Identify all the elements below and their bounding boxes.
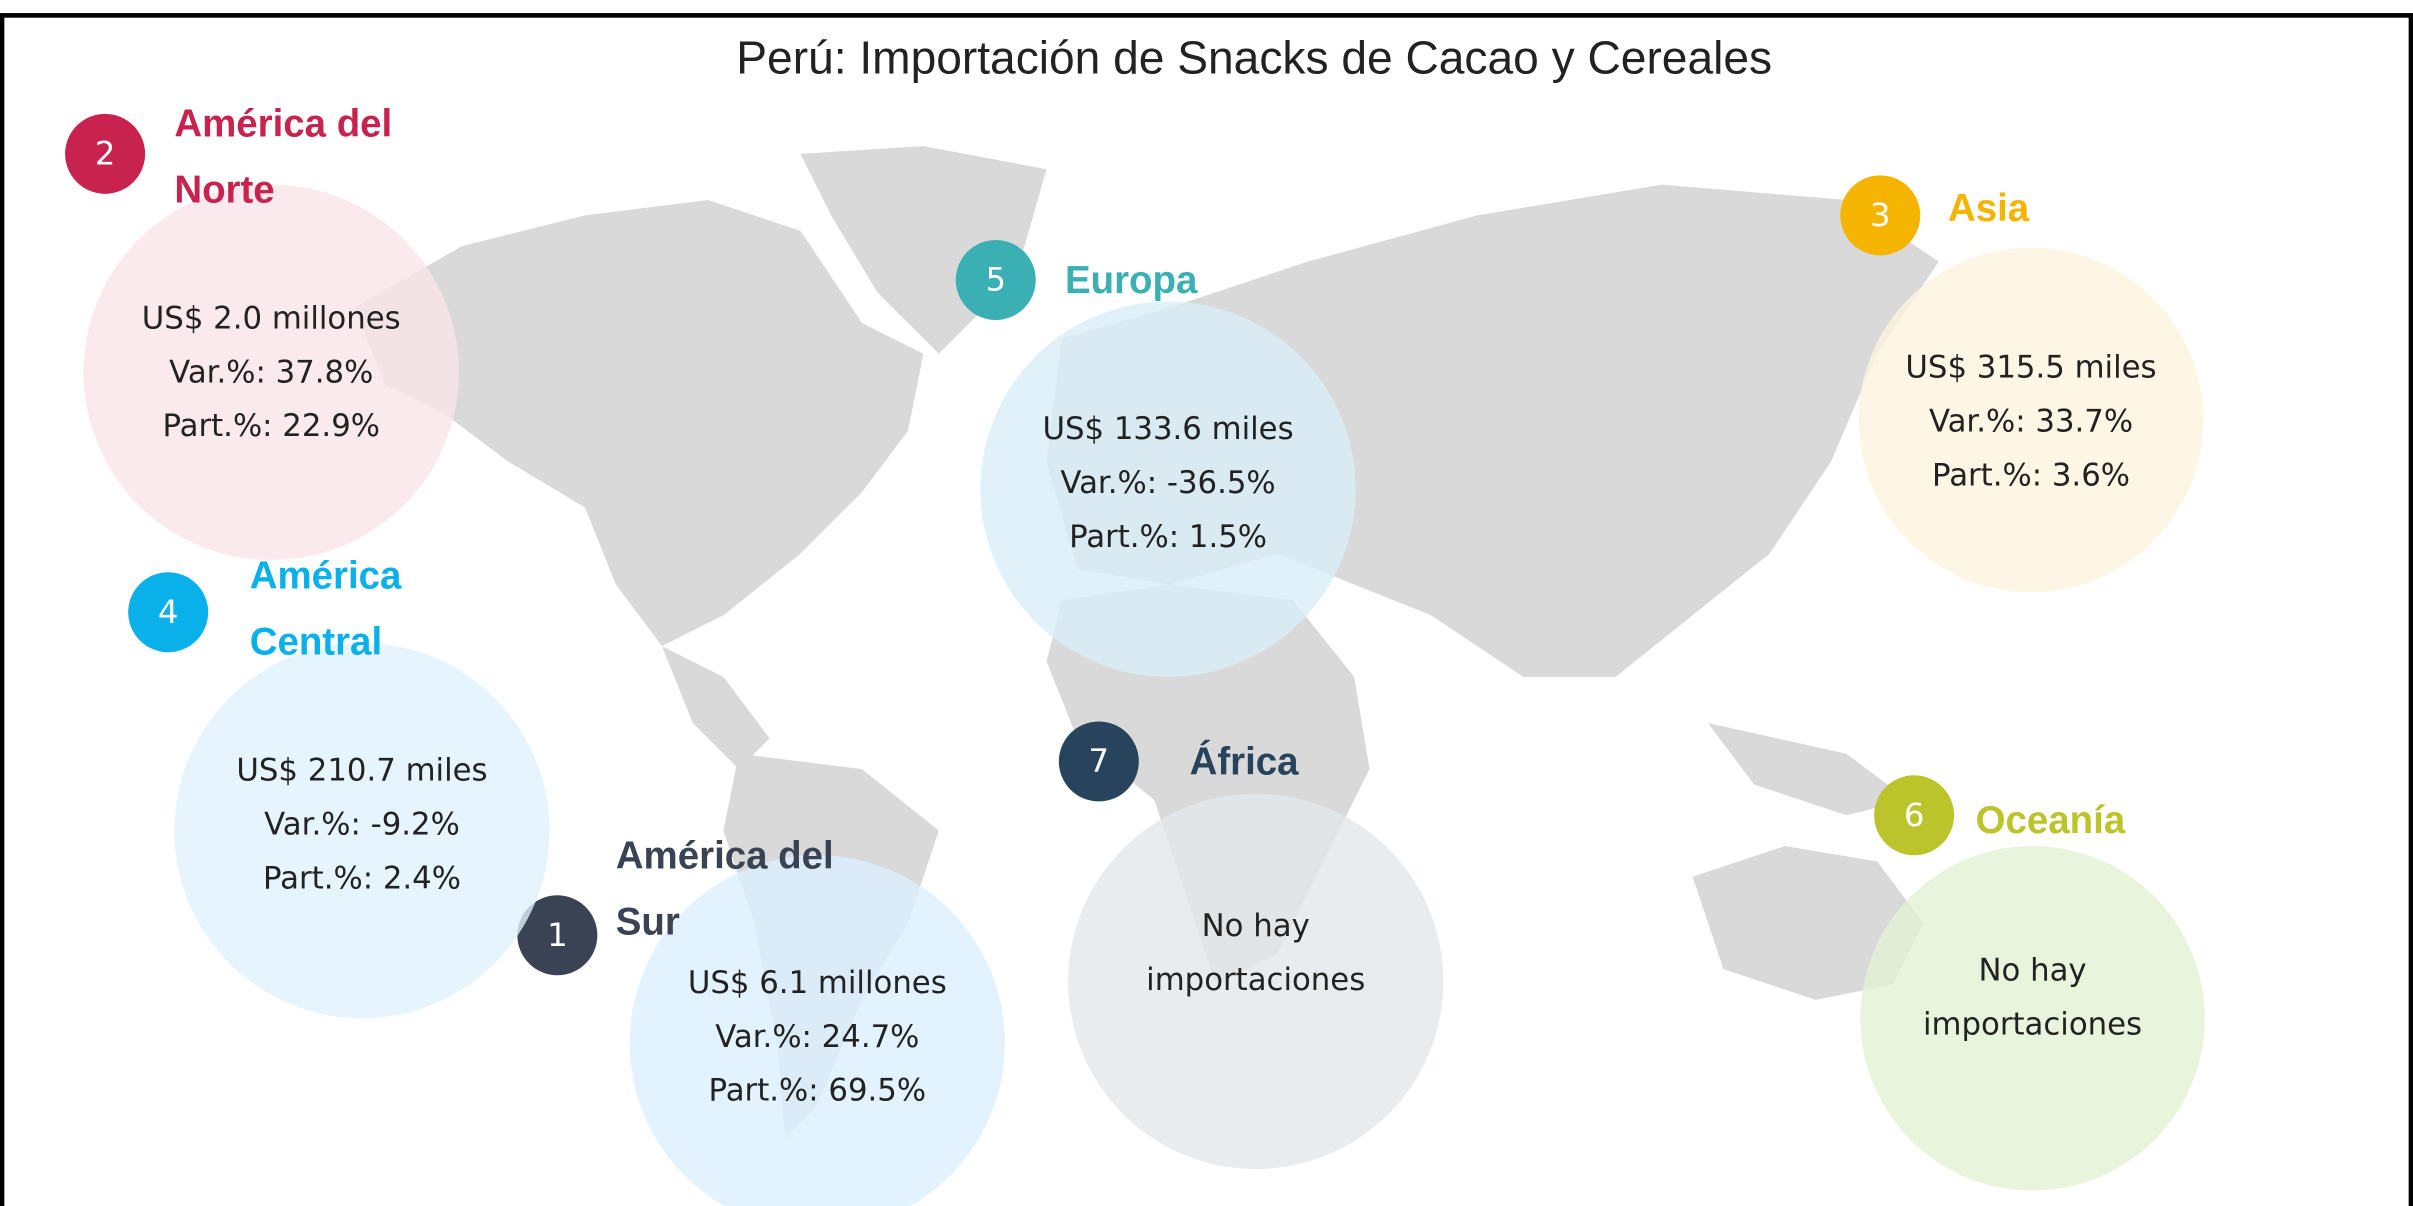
region-name: Europa [1065, 259, 1198, 302]
region-badge [1874, 775, 1955, 856]
region-number: 2 [95, 134, 116, 172]
region-name: América del [174, 102, 392, 145]
region-circle [1858, 247, 2204, 593]
region-detail: US$ 6.1 millones [688, 965, 947, 1001]
region-circle [1860, 846, 2205, 1191]
region-detail: Var.%: 24.7% [715, 1019, 919, 1055]
region-detail: Var.%: 37.8% [169, 354, 373, 390]
region-detail: Part.%: 1.5% [1069, 519, 1267, 555]
region-detail: US$ 210.7 miles [236, 753, 487, 789]
region-circle [980, 301, 1356, 677]
region-circle [1068, 793, 1444, 1170]
region-number: 7 [1089, 742, 1110, 780]
region-name: África [1190, 740, 1300, 784]
region-detail: importaciones [1146, 962, 1365, 998]
region-name: Asia [1948, 187, 2030, 230]
region-detail: Part.%: 22.9% [162, 408, 380, 444]
region-badge [1058, 721, 1139, 802]
region-number: 1 [547, 916, 568, 954]
region-detail: Var.%: 33.7% [1929, 404, 2133, 440]
region-name: Sur [616, 901, 680, 944]
region-badge [517, 895, 598, 976]
region-number: 5 [985, 261, 1006, 299]
region-badge [128, 572, 209, 653]
region-circle [174, 642, 550, 1019]
region-detail: No hay [1978, 953, 2086, 989]
region-number: 6 [1904, 796, 1925, 834]
region-detail: US$ 2.0 millones [142, 300, 401, 336]
region-name: Oceanía [1976, 799, 2126, 842]
region-badge [1840, 175, 1921, 256]
region-badge [65, 113, 146, 194]
region-detail: No hay [1202, 908, 1310, 944]
title: Perú: Importación de Snacks de Cacao y C… [736, 32, 1772, 84]
region-detail: Var.%: -9.2% [264, 807, 460, 843]
region-detail: Part.%: 2.4% [263, 860, 461, 896]
region-name: América [250, 555, 402, 598]
region-detail: US$ 133.6 miles [1042, 411, 1293, 447]
region-name: América del [616, 835, 834, 878]
region-detail: Part.%: 3.6% [1932, 457, 2130, 493]
region-number: 3 [1870, 196, 1891, 234]
region-circle [83, 184, 459, 560]
region-detail: US$ 315.5 miles [1905, 350, 2156, 386]
region-detail: Var.%: -36.5% [1060, 465, 1275, 501]
region-detail: importaciones [1923, 1007, 2142, 1043]
region-name: Norte [174, 168, 274, 211]
region-name: Central [250, 621, 382, 664]
region-circle [629, 855, 1005, 1206]
region-number: 4 [158, 593, 179, 631]
region-detail: Part.%: 69.5% [709, 1073, 927, 1109]
region-badge [955, 239, 1036, 320]
